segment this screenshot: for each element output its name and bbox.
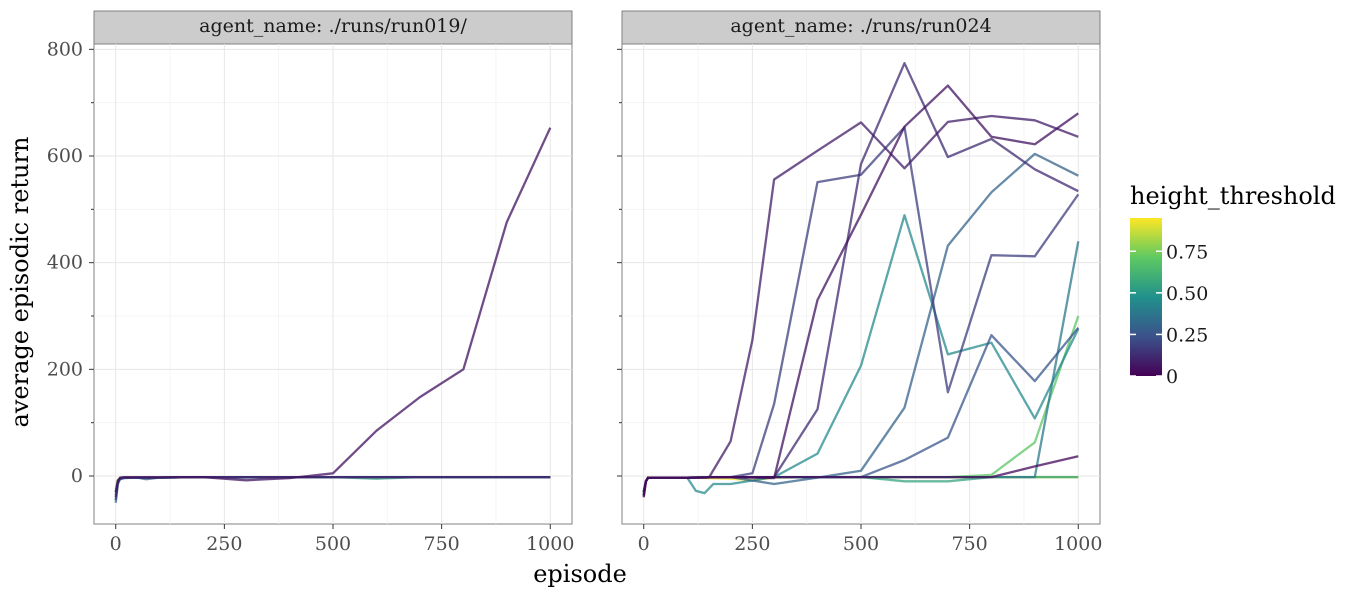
y-tick-label: 400 xyxy=(47,252,83,274)
y-axis-ticks xyxy=(617,48,622,477)
y-axis-title: average episodic return xyxy=(6,137,34,428)
colorbar-tick-label: 0.25 xyxy=(1166,324,1208,346)
legend-title: height_threshold xyxy=(1130,182,1336,210)
colorbar-ticks: 0 0.25 0.50 0.75 xyxy=(1130,241,1208,388)
colorbar-tick-label: 0.50 xyxy=(1166,283,1208,305)
x-tick-label: 500 xyxy=(315,533,351,555)
colorbar-tick-label: 0.75 xyxy=(1166,241,1208,263)
y-tick-label: 200 xyxy=(47,358,83,380)
x-tick-label: 500 xyxy=(843,533,879,555)
facet-strip-title: agent_name: ./runs/run024 xyxy=(730,15,991,37)
panel-series xyxy=(114,127,552,503)
y-tick-label: 0 xyxy=(71,465,83,487)
x-tick-label: 1000 xyxy=(526,533,574,555)
series-line xyxy=(642,455,1079,498)
colorbar xyxy=(1130,218,1162,376)
x-axis-ticks: 0 250 500 750 1000 xyxy=(110,524,574,555)
y-axis-ticks: 0 200 400 600 800 xyxy=(47,38,94,487)
x-tick-label: 250 xyxy=(206,533,242,555)
colorbar-legend: height_threshold 0 0.25 0.50 0.75 xyxy=(1130,182,1336,388)
facet-strip-title: agent_name: ./runs/run019/ xyxy=(199,15,467,37)
x-axis-ticks: 0 250 500 750 1000 xyxy=(638,524,1102,555)
x-tick-label: 250 xyxy=(734,533,770,555)
facet-strip-background xyxy=(93,10,573,45)
y-tick-label: 800 xyxy=(47,38,83,60)
panel-series xyxy=(642,62,1080,498)
facet-strip-background xyxy=(621,10,1101,45)
x-tick-label: 0 xyxy=(638,533,650,555)
facet-panel-run024: agent_name: ./runs/run024 0 250 500 750 1000 xyxy=(617,10,1102,555)
series-line xyxy=(114,127,552,493)
x-tick-label: 1000 xyxy=(1054,533,1102,555)
facet-panel-run019: agent_name: ./runs/run019/ 0 250 500 750 100… xyxy=(47,10,574,555)
x-tick-label: 0 xyxy=(110,533,122,555)
y-tick-label: 600 xyxy=(47,145,83,167)
colorbar-tick-label: 0 xyxy=(1166,366,1178,388)
x-tick-label: 750 xyxy=(424,533,460,555)
x-axis-title: episode xyxy=(533,560,627,588)
x-tick-label: 750 xyxy=(952,533,988,555)
